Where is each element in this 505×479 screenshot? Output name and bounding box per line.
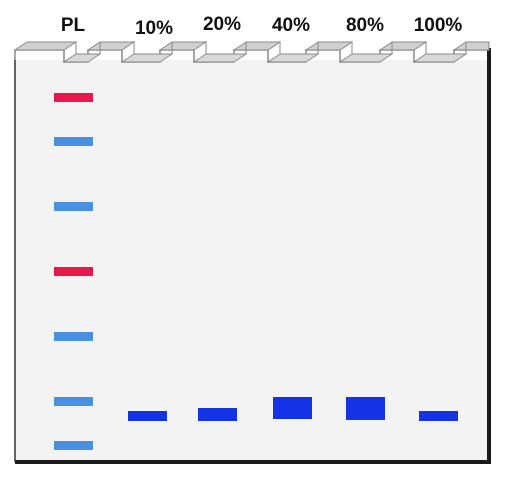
- ladder-band-5: [54, 332, 93, 341]
- band-10: [128, 411, 167, 421]
- well-top-1: [86, 41, 136, 51]
- ladder-lane: [54, 93, 93, 450]
- wells: [13, 41, 490, 63]
- gel-outline-edge: [15, 48, 491, 464]
- ladder-band-6: [54, 397, 93, 406]
- lane-label-20: 20%: [202, 14, 242, 35]
- well-top-0: [13, 41, 78, 51]
- well-top-6: [452, 41, 490, 51]
- lane-label-10: 10%: [134, 18, 174, 39]
- band-100: [419, 411, 458, 421]
- ladder-band-4: [54, 267, 93, 276]
- band-80: [346, 397, 385, 420]
- ladder-band-2: [54, 137, 93, 146]
- lane-label-100: 100%: [413, 15, 463, 36]
- well-top-5: [378, 41, 428, 51]
- lane-label-40: 40%: [271, 15, 311, 36]
- ladder-band-3: [54, 202, 93, 211]
- lane-label-80: 80%: [345, 15, 385, 36]
- well-top-2: [158, 41, 208, 51]
- well-top-3: [232, 41, 282, 51]
- band-20: [198, 408, 237, 421]
- ladder-band-1: [54, 93, 93, 102]
- ladder-band-7: [54, 441, 93, 450]
- well-top-4: [304, 41, 354, 51]
- sample-bands: [128, 397, 458, 421]
- band-40: [273, 397, 312, 419]
- gel-body: [15, 60, 489, 462]
- lane-label-pl: PL: [60, 15, 86, 36]
